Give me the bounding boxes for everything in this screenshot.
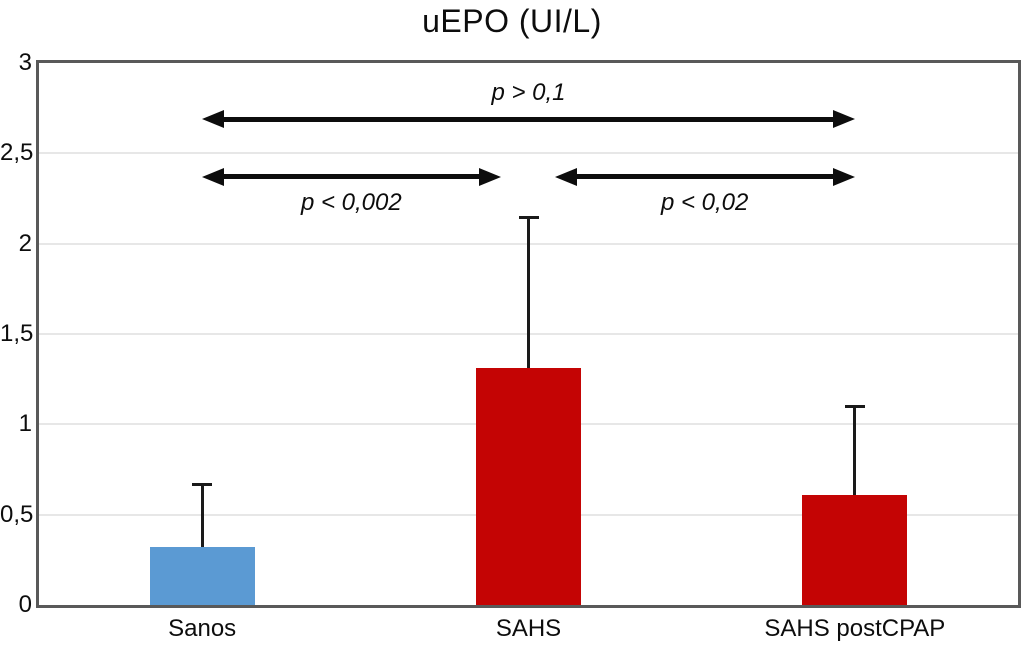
bar — [149, 547, 255, 605]
y-tick-label: 1 — [18, 410, 32, 438]
arrowhead-left-icon — [202, 167, 225, 186]
y-tick-label: 2,5 — [0, 139, 34, 167]
chart-title: uEPO (UI/L) — [422, 3, 602, 39]
plot-area — [36, 60, 1021, 608]
arrowhead-right-icon — [832, 110, 855, 128]
significance-arrow-shaft — [222, 116, 835, 122]
significance-arrow-shaft — [222, 174, 481, 180]
y-tick-label: 0,5 — [0, 500, 34, 528]
arrowhead-right-icon — [832, 167, 855, 186]
p-value-label: p > 0,1 — [491, 79, 566, 106]
significance-arrow-shaft — [574, 174, 835, 180]
arrowhead-left-icon — [554, 167, 577, 186]
y-tick-label: 1,5 — [0, 320, 34, 347]
gridline — [39, 152, 1018, 155]
error-bar-line — [853, 406, 857, 495]
x-category-label: SAHS — [495, 615, 562, 642]
y-tick-label: 2 — [18, 229, 32, 257]
p-value-label: p < 0,02 — [660, 188, 749, 216]
y-tick-label: 0 — [18, 591, 32, 618]
error-bar-line — [527, 216, 530, 369]
error-bar-line — [200, 483, 204, 548]
x-category-label: Sanos — [168, 615, 237, 642]
error-bar-cap — [192, 482, 213, 486]
bar — [802, 494, 908, 605]
arrowhead-right-icon — [478, 167, 501, 186]
error-bar-cap — [844, 405, 865, 409]
x-category-label: SAHS postCPAP — [764, 615, 946, 642]
arrowhead-left-icon — [202, 110, 225, 128]
p-value-label: p < 0,002 — [300, 188, 402, 216]
bar — [476, 368, 581, 605]
error-bar-cap — [518, 215, 539, 219]
y-tick-label: 3 — [18, 49, 32, 76]
